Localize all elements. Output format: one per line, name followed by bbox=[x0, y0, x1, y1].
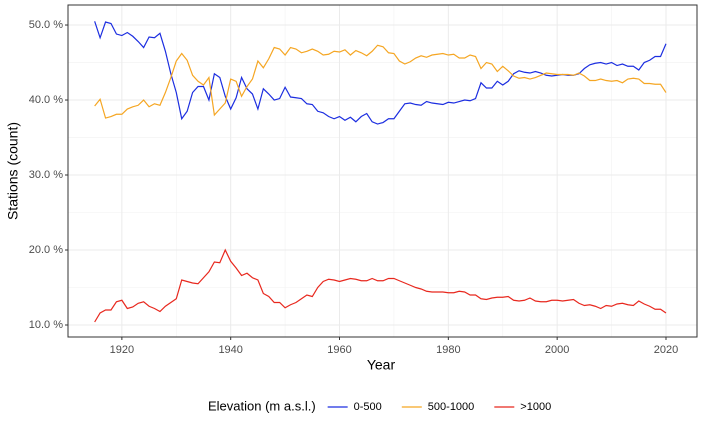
x-tick-label: 1940 bbox=[218, 344, 242, 356]
y-tick-label: 50.0 % bbox=[29, 19, 63, 31]
x-tick-label: 2020 bbox=[654, 344, 678, 356]
y-tick-label: 40.0 % bbox=[29, 94, 63, 106]
y-tick-label: 30.0 % bbox=[29, 169, 63, 181]
series-line bbox=[94, 248, 667, 323]
series-line bbox=[94, 44, 667, 119]
y-tick-label: 20.0 % bbox=[29, 244, 63, 256]
y-tick-label: 10.0 % bbox=[29, 319, 63, 331]
legend-label: 500-1000 bbox=[428, 401, 475, 413]
x-tick-label: 1920 bbox=[110, 344, 134, 356]
x-axis-title: Year bbox=[367, 357, 396, 373]
plot-border bbox=[67, 4, 698, 338]
x-tick-label: 1980 bbox=[436, 344, 460, 356]
x-tick-label: 2000 bbox=[545, 344, 569, 356]
legend-label: 0-500 bbox=[354, 401, 382, 413]
series-line bbox=[94, 21, 667, 125]
y-axis-title: Stations (count) bbox=[5, 122, 21, 220]
legend-label: >1000 bbox=[520, 401, 551, 413]
x-tick-label: 1960 bbox=[327, 344, 351, 356]
legend-title: Elevation (m a.s.l.) bbox=[208, 398, 316, 413]
